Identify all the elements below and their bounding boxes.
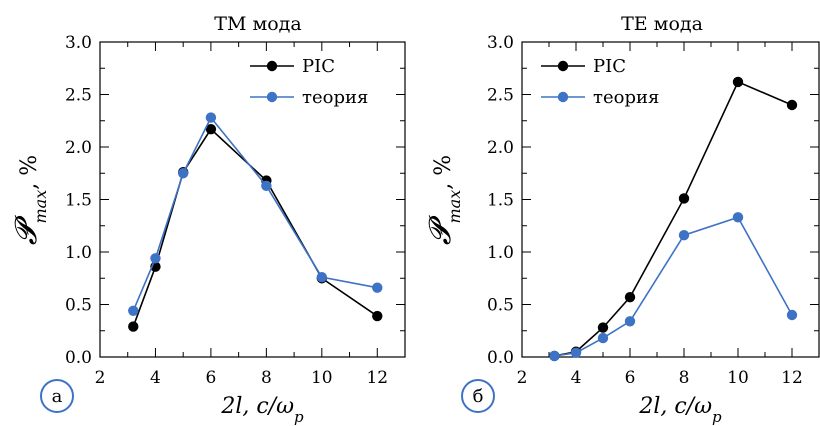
y-axis-label: 𝓟max, % (9, 155, 50, 245)
x-axis-label-subscript: p (712, 408, 722, 426)
data-point-theory (786, 309, 798, 321)
panel-1: 2 4 6 8 10 12 0.0 0.5 1.0 1.5 2.0 2.5 3.0 TM мода 2l, … (9, 13, 406, 426)
series-line-pic (132, 127, 378, 327)
y-tick-label: 3.0 (65, 33, 92, 53)
legend-marker (266, 91, 278, 103)
data-point-theory (205, 112, 217, 123)
x-tick-label: 12 (366, 368, 388, 388)
y-tick-label: 2.5 (487, 86, 514, 106)
y-tick-label: 0.5 (487, 296, 514, 316)
data-point-theory (261, 180, 272, 192)
y-tick-label: 1.0 (65, 243, 92, 263)
legend-label: PIC (302, 56, 335, 77)
y-tick-label: 1.5 (487, 191, 514, 211)
legend-label: теория (593, 87, 659, 108)
panel-badge-label: а (52, 386, 63, 407)
data-point-theory (372, 282, 383, 293)
panel-title: TE мода (621, 13, 703, 35)
data-point-theory (177, 168, 189, 179)
panel-badge-circle (461, 379, 495, 413)
panel-2: 2 4 6 8 10 12 0.0 0.5 1.0 1.5 2.0 2.5 3.0 TE мода 2l, … (423, 13, 820, 426)
data-point-theory (597, 332, 609, 344)
legend-label: PIC (593, 56, 626, 77)
data-point-theory (549, 350, 560, 362)
x-axis-label: 2l, c/ωp (220, 394, 304, 426)
data-point-theory (570, 347, 582, 358)
data-point-pic (732, 76, 744, 88)
y-tick-label: 1.5 (65, 191, 92, 211)
y-axis-unit: , % (17, 155, 42, 190)
x-tick-label: 4 (571, 368, 582, 388)
panel-title: TM мода (214, 13, 301, 35)
y-tick-label: 0.0 (487, 348, 514, 368)
legend-marker (266, 60, 278, 72)
legend-marker (557, 60, 569, 72)
x-axis-label-subscript: p (294, 408, 304, 426)
y-tick-label: 2.0 (65, 138, 92, 158)
data-point-theory (678, 230, 690, 241)
y-tick-label: 2.5 (65, 86, 92, 106)
series-line-pic (554, 80, 793, 357)
series-line-theory (132, 116, 378, 312)
legend-label: теория (302, 87, 368, 108)
data-point-theory (316, 272, 328, 283)
data-point-pic (678, 193, 690, 204)
data-point-theory (150, 253, 161, 264)
x-axis-label: 2l, c/ωp (638, 394, 722, 426)
x-tick-label: 12 (781, 368, 803, 388)
x-tick-label: 2 (517, 368, 528, 388)
y-tick-label: 0.5 (65, 296, 92, 316)
y-tick-label: 2.0 (487, 138, 514, 158)
data-point-pic (624, 291, 636, 303)
y-axis-subscript: max (31, 190, 50, 224)
x-tick-label: 2 (95, 368, 106, 388)
x-tick-label: 4 (150, 368, 161, 388)
data-point-pic (372, 310, 383, 322)
x-tick-label: 10 (311, 368, 333, 388)
data-point-pic (128, 321, 139, 332)
data-point-theory (128, 305, 139, 316)
data-point-theory (624, 316, 636, 327)
plot-frame (521, 41, 820, 358)
y-tick-label: 1.0 (487, 243, 514, 263)
data-point-pic (597, 322, 609, 333)
panel-badge-circle (40, 379, 74, 413)
x-tick-label: 6 (625, 368, 636, 388)
x-tick-label: 8 (679, 368, 690, 388)
x-tick-label: 10 (727, 368, 749, 388)
y-tick-label: 3.0 (487, 33, 514, 53)
x-tick-label: 6 (205, 368, 216, 388)
data-point-theory (732, 212, 744, 223)
x-tick-label: 8 (261, 368, 272, 388)
series-line-theory (554, 216, 793, 357)
legend-marker (557, 91, 569, 103)
data-point-pic (786, 99, 798, 111)
y-axis-label: 𝓟max, % (423, 155, 464, 245)
y-axis-unit: , % (431, 155, 456, 190)
data-point-pic (205, 123, 217, 135)
panel-badge-label: б (473, 386, 484, 407)
y-tick-label: 0.0 (65, 348, 92, 368)
y-axis-subscript: max (445, 190, 464, 224)
